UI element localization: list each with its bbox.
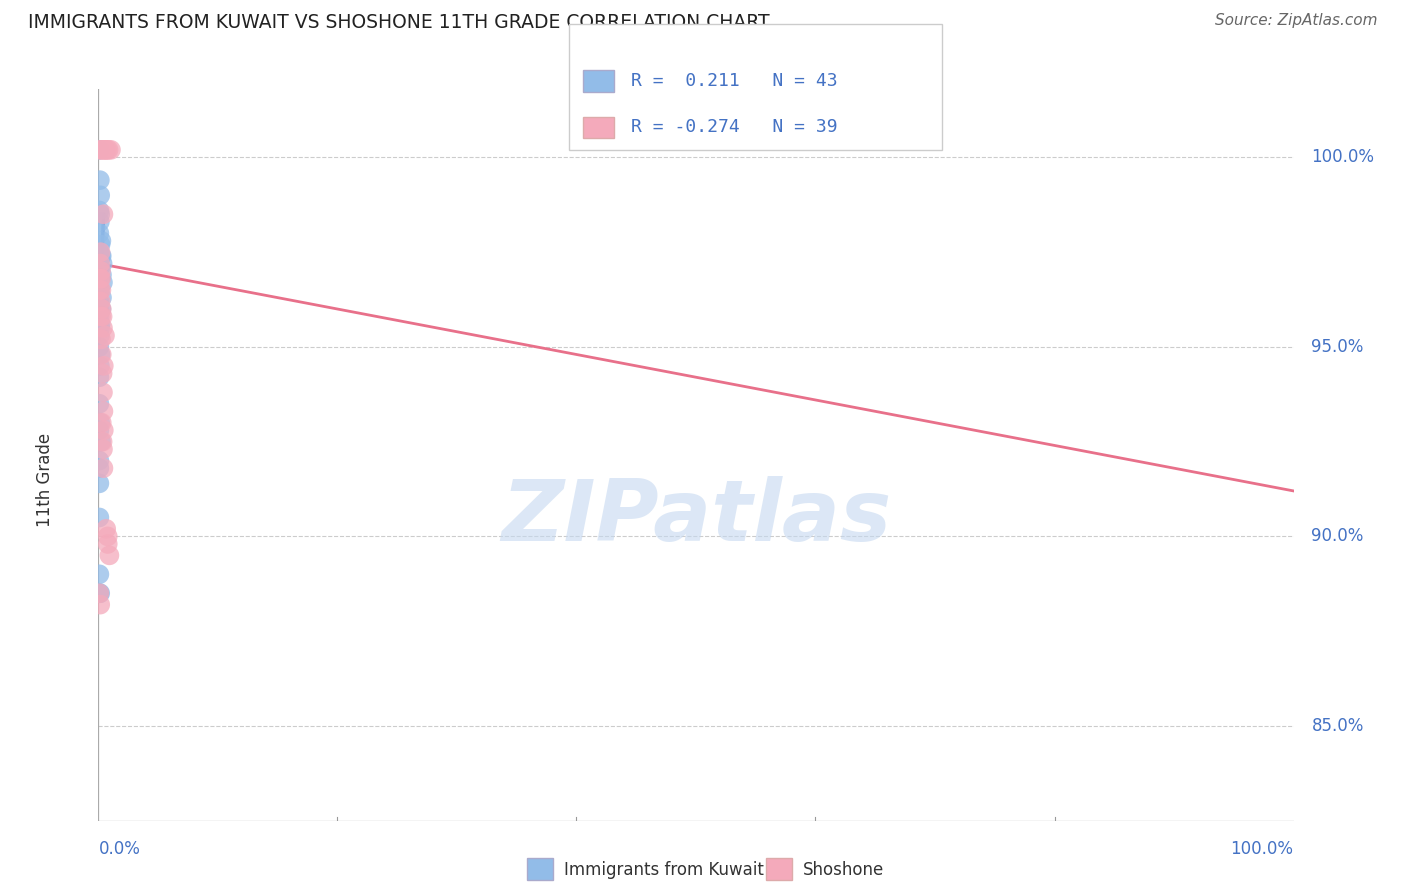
Point [90,416,112,430]
Point [89,461,111,475]
Point [90,301,112,316]
Point [90,245,112,260]
Point [89,510,111,524]
Point [89,340,111,354]
Point [89,143,111,157]
Point [90,143,112,157]
Text: Immigrants from Kuwait: Immigrants from Kuwait [564,861,763,879]
Point [89,207,111,221]
Point [90,283,112,297]
Point [90,249,112,263]
Point [94,143,117,157]
Point [90,271,112,285]
Point [90,234,112,248]
Point [89,271,111,285]
Point [89,598,111,612]
Point [97,143,120,157]
Text: 0.0%: 0.0% [98,839,141,857]
Text: R = -0.274   N = 39: R = -0.274 N = 39 [631,119,838,136]
Point [91,276,114,290]
Point [91,291,114,305]
Point [91,321,114,335]
Point [89,359,111,373]
Point [89,397,111,411]
Point [90,237,112,252]
Point [89,370,111,384]
Point [89,245,111,260]
Point [89,203,111,218]
Point [89,586,111,600]
Point [90,347,112,361]
Point [100,143,122,157]
Point [91,256,114,270]
Point [90,332,112,346]
Point [89,310,111,324]
Point [89,226,111,240]
Point [93,461,115,475]
Point [89,416,111,430]
Point [89,423,111,437]
Point [93,423,115,437]
Text: R =  0.211   N = 43: R = 0.211 N = 43 [631,72,838,90]
Text: 11th Grade: 11th Grade [35,433,53,526]
Point [93,404,115,418]
Point [89,188,111,202]
Point [89,301,111,316]
Point [89,283,111,297]
Point [89,586,111,600]
Text: Source: ZipAtlas.com: Source: ZipAtlas.com [1215,13,1378,29]
Text: 100.0%: 100.0% [1312,148,1375,167]
Point [91,268,114,282]
Point [91,367,114,381]
Text: Shoshone: Shoshone [803,861,884,879]
Point [89,260,111,275]
Point [90,347,112,361]
Point [91,385,114,400]
Text: 85.0%: 85.0% [1312,717,1364,735]
Point [89,453,111,467]
Point [89,294,111,309]
Point [91,143,114,157]
Point [90,249,112,263]
Point [97,537,120,551]
Point [89,321,111,335]
Point [89,283,111,297]
Text: ZIPatlas: ZIPatlas [501,476,891,559]
Point [90,317,112,331]
Point [91,310,114,324]
Point [89,476,111,491]
Point [89,586,111,600]
Point [96,522,118,536]
Point [90,310,112,324]
Point [89,271,111,285]
Point [89,567,111,582]
Point [90,434,112,449]
Point [96,143,118,157]
Point [91,442,114,457]
Point [89,256,111,270]
Text: IMMIGRANTS FROM KUWAIT VS SHOSHONE 11TH GRADE CORRELATION CHART: IMMIGRANTS FROM KUWAIT VS SHOSHONE 11TH … [28,13,769,32]
Text: 95.0%: 95.0% [1312,338,1364,356]
Point [97,529,120,543]
Point [89,306,111,320]
Point [89,328,111,343]
Point [90,264,112,278]
Point [93,359,115,373]
Text: 90.0%: 90.0% [1312,527,1364,545]
Point [98,549,121,563]
Point [90,294,112,309]
Point [89,283,111,297]
Point [94,328,117,343]
Text: 100.0%: 100.0% [1230,839,1294,857]
Point [89,215,111,229]
Point [90,301,112,316]
Point [93,207,115,221]
Point [89,173,111,187]
Point [94,143,117,157]
Point [89,143,111,157]
Point [91,434,114,449]
